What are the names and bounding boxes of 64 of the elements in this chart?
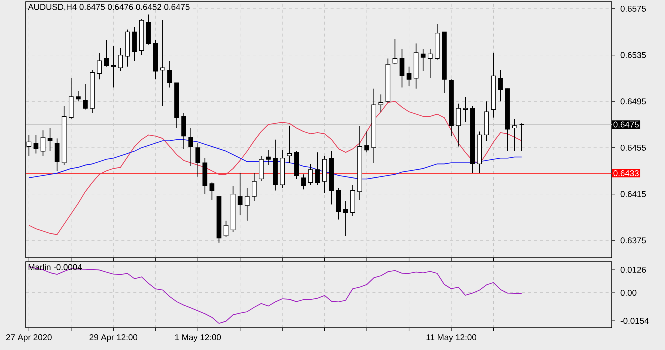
candlestick [406,66,412,87]
candlestick [400,49,405,88]
candlestick [160,20,166,107]
candlestick [244,188,250,222]
candlestick [54,138,60,172]
x-tick-label: 27 Apr 2020 [6,334,52,342]
x-tick-label: 11 May 12:00 [426,334,477,342]
candlestick [322,156,328,194]
candlestick [118,48,124,72]
candlestick [287,126,292,164]
candlestick [392,38,398,65]
candlestick [111,46,116,88]
candlestick [132,27,138,62]
candlestick [48,128,53,152]
candlestick [266,150,271,166]
candlestick [168,60,172,88]
candlestick [188,128,194,167]
candlestick [456,104,461,148]
candlestick [301,174,306,190]
y-tick-label: 0.0126 [620,267,646,274]
candlestick [252,173,257,202]
candlestick [259,156,264,182]
candlestick [83,84,88,110]
y-tick-label: 0.6375 [620,238,646,244]
candlestick [484,101,490,142]
candlestick [463,96,468,123]
candlestick [308,164,314,186]
candlestick [336,188,342,220]
candlestick [498,70,504,102]
candlestick [224,220,229,238]
y-tick-label: 0.6535 [620,52,646,58]
y-tick-label: -0.0154 [620,318,650,324]
candlestick [420,49,426,72]
candlestick [34,134,39,154]
candlestick [238,173,243,216]
y-tick-label: 0.6415 [620,191,646,198]
y-tick-label: 0.6575 [620,6,646,12]
candlestick [344,200,348,236]
candlestick [40,130,46,156]
candlestick [294,151,300,180]
candlestick [202,158,208,195]
candlestick [210,182,215,200]
candlestick [104,40,110,68]
y-tick-label: 0.6455 [620,144,646,151]
ref-line-label: 0.6433 [614,170,639,176]
y-tick-label: 0.00 [620,290,637,296]
candlestick [182,112,186,150]
x-tick-label: 1 May 12:00 [175,334,222,342]
chart-title: Marlin -0.0004 [28,264,82,270]
candlestick [512,118,518,152]
candlestick [315,152,320,186]
candlestick [97,52,102,80]
candlestick [378,94,384,112]
ref-line-label: 0.6475 [614,122,639,128]
y-tick-label: 0.6495 [620,98,646,105]
chart-title: AUDUSD,H4 0.6475 0.6476 0.6452 0.6475 [28,4,190,12]
candlestick [350,184,356,217]
candlestick [364,131,370,153]
candlestick [76,90,81,102]
candlestick [428,49,433,79]
candlestick [146,14,152,46]
candlestick [68,78,74,120]
candlestick [196,142,201,178]
x-tick-label: 29 Apr 12:00 [90,334,138,342]
